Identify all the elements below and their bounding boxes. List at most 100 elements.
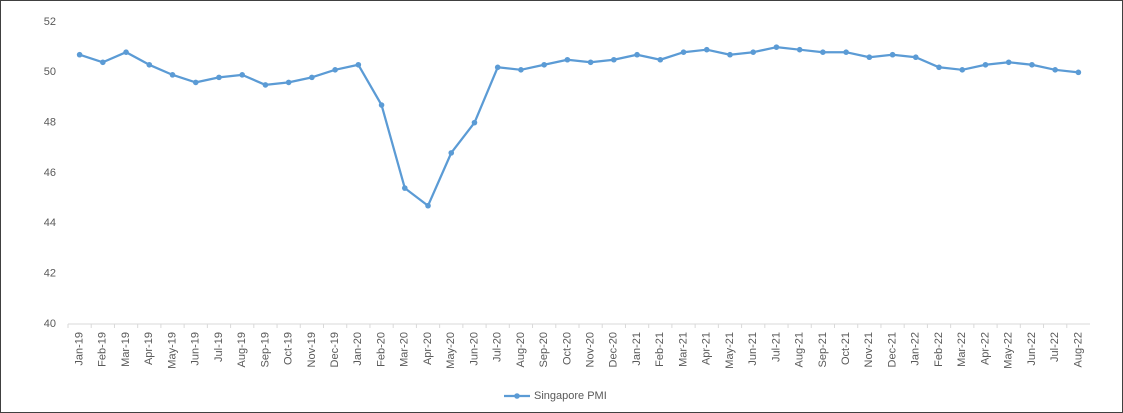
x-tick-label: Jul-19 (213, 332, 225, 362)
y-tick-label: 50 (44, 66, 56, 78)
point (773, 44, 780, 50)
y-tick-label: 40 (44, 318, 56, 330)
x-tick-label: Jul-20 (492, 332, 504, 362)
x-tick-label: Apr-21 (701, 332, 713, 365)
x-tick-label: Sep-20 (538, 332, 550, 367)
point (192, 79, 199, 86)
point (1075, 69, 1082, 76)
x-tick-label: Apr-20 (422, 332, 434, 365)
point (100, 59, 106, 66)
x-tick-label: Apr-19 (143, 332, 155, 365)
x-tick-label: Jul-21 (770, 332, 782, 362)
point (889, 51, 896, 58)
point (912, 54, 919, 61)
point (146, 61, 153, 68)
x-tick-label: Aug-21 (794, 332, 806, 367)
x-tick-label: May-20 (445, 332, 457, 369)
point (448, 150, 455, 156)
point (587, 59, 594, 66)
x-tick-label: Aug-22 (1072, 332, 1084, 367)
x-tick-label: Dec-21 (886, 332, 898, 367)
point (518, 67, 524, 73)
x-tick-label: Mar-20 (399, 332, 411, 367)
point (1052, 67, 1058, 73)
point (169, 72, 176, 78)
x-tick-label: Sep-19 (259, 332, 271, 367)
point (750, 49, 757, 55)
x-tick-label: Nov-21 (863, 332, 875, 367)
x-tick-label: May-21 (724, 332, 736, 369)
x-tick-label: Aug-20 (515, 332, 527, 367)
point (216, 74, 222, 81)
x-tick-label: Jun-19 (190, 332, 202, 366)
x-tick-label: Dec-19 (329, 332, 341, 367)
x-tick-label: Feb-22 (933, 332, 945, 367)
point (401, 185, 408, 191)
x-tick-label: Oct-21 (840, 332, 852, 365)
x-tick-label: May-19 (166, 332, 178, 369)
x-tick-label: Feb-20 (375, 332, 387, 367)
point (332, 67, 338, 73)
x-tick-label: Feb-19 (97, 332, 109, 367)
x-tick-label: Mar-21 (677, 332, 689, 367)
x-tick-label: Mar-19 (120, 332, 132, 367)
line (79, 46, 1079, 207)
point (494, 64, 501, 71)
point (611, 56, 617, 63)
point (541, 61, 547, 68)
point (634, 51, 640, 58)
point (262, 82, 269, 88)
point (123, 49, 129, 55)
x-tick-label: Jan-20 (352, 332, 364, 366)
x-tick-label: Oct-20 (561, 332, 573, 365)
point (564, 56, 571, 63)
point (239, 72, 246, 78)
point (309, 74, 315, 81)
x-tick-label: Feb-21 (654, 332, 666, 367)
x-tick-label: Nov-19 (306, 332, 318, 367)
point (1005, 59, 1012, 66)
point (866, 54, 873, 61)
x-tick-label: Jun-20 (468, 332, 480, 366)
legend-marker (514, 393, 520, 399)
point (1029, 61, 1035, 68)
x-tick-label: Dec-20 (608, 332, 620, 367)
point (959, 67, 966, 73)
y-tick-label: 44 (44, 217, 56, 229)
point (471, 119, 478, 126)
point (657, 56, 664, 63)
point (843, 49, 849, 55)
point (425, 202, 431, 209)
x-tick-label: Jan-21 (631, 332, 643, 366)
point (76, 51, 83, 58)
x-tick-label: May-22 (1003, 332, 1015, 369)
x-tick-label: Aug-19 (236, 332, 248, 367)
point (703, 46, 710, 53)
x-tick-label: Jan-22 (910, 332, 922, 366)
x-tick-label: Sep-21 (817, 332, 829, 367)
x-tick-label: Jun-21 (747, 332, 759, 366)
y-tick-label: 52 (44, 16, 56, 28)
y-tick-label: 46 (44, 167, 56, 179)
point (936, 64, 942, 71)
point (680, 49, 687, 55)
y-tick-label: 42 (44, 268, 56, 280)
point (285, 79, 292, 86)
point (796, 46, 803, 53)
x-tick-label: Mar-22 (956, 332, 968, 367)
x-tick-label: Jan-19 (74, 332, 86, 366)
point (820, 49, 826, 55)
legend-label: Singapore PMI (534, 390, 607, 402)
point (982, 61, 989, 68)
x-tick-label: Nov-20 (585, 332, 597, 367)
y-tick-label: 48 (44, 117, 56, 129)
point (355, 61, 362, 68)
point (378, 102, 385, 108)
point (727, 51, 733, 58)
x-tick-label: Jun-22 (1026, 332, 1038, 366)
x-tick-label: Oct-19 (283, 332, 295, 365)
x-tick-label: Apr-22 (979, 332, 991, 365)
